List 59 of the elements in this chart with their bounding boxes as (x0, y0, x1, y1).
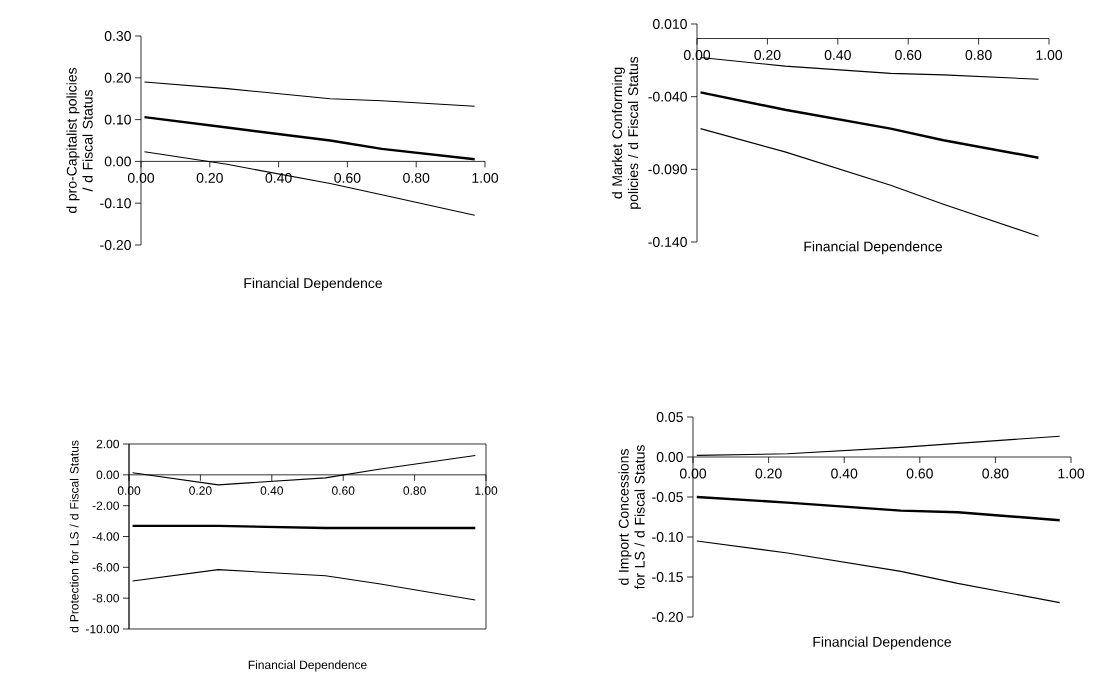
y-tick-label: -2.00 (92, 501, 120, 510)
y-tick-label: -0.20 (652, 612, 683, 622)
x-tick-label: 0.40 (824, 50, 851, 60)
x-tick-label: 0.20 (754, 50, 781, 60)
y-tick-label: -0.20 (100, 240, 131, 250)
y-tick-label: -0.10 (100, 198, 131, 209)
y-tick-label: 2.00 (96, 439, 120, 449)
x-tick-label: 0.80 (403, 486, 426, 495)
x-tick-label: 0.60 (332, 486, 355, 495)
y-tick-label: 0.10 (104, 114, 131, 125)
x-tick-label: 0.60 (906, 468, 933, 479)
line-series (699, 128, 1039, 237)
x-tick-label: 1.00 (472, 172, 499, 183)
y-axis-title: d pro-Capitalist policies / d Fiscal Status (66, 67, 93, 214)
x-tick-label: 0.20 (755, 468, 782, 479)
x-axis-title: Financial Dependence (248, 660, 367, 672)
y-tick-label: -10.00 (85, 624, 119, 634)
x-tick-label: 0.60 (334, 172, 361, 183)
x-axis-title: Financial Dependence (813, 636, 952, 650)
y-tick-label: -8.00 (92, 593, 120, 603)
y-tick-label: -0.15 (652, 572, 683, 582)
y-tick-label: 0.00 (104, 156, 131, 167)
y-tick-label: -6.00 (92, 563, 120, 572)
x-tick-label: 1.00 (1058, 468, 1085, 479)
x-axis-title: Financial Dependence (244, 277, 382, 291)
x-tick-label: 0.40 (265, 172, 292, 183)
x-tick-label: 0.40 (831, 468, 858, 479)
x-tick-label: 0.20 (189, 486, 212, 495)
y-tick-label: -0.10 (652, 532, 683, 542)
y-tick-label: -4.00 (92, 532, 120, 541)
y-axis-title: d Market Conforming policies / d Fiscal Status (611, 56, 641, 209)
line-series (143, 81, 476, 107)
y-axis-title: d Protection for LS / d Fiscal Status (69, 440, 79, 633)
x-tick-label: 1.00 (475, 486, 498, 495)
x-tick-label: 0.20 (196, 172, 223, 183)
y-axis-title: d Import Concessions for LS / d Fiscal Status (618, 445, 645, 590)
x-tick-label: 0.80 (403, 172, 430, 183)
line-series (699, 91, 1040, 159)
y-tick-label: 0.30 (104, 31, 131, 41)
line-series (695, 495, 1061, 522)
x-tick-label: 0.60 (895, 50, 922, 60)
x-tick-label: 1.00 (1036, 50, 1063, 60)
line-series (696, 540, 1061, 604)
y-tick-label: 0.00 (656, 452, 683, 462)
line-series (132, 569, 476, 601)
x-tick-label: 0.40 (260, 486, 284, 495)
x-axis-title: Financial Dependence (804, 241, 942, 255)
x-tick-label: 0.80 (965, 50, 992, 60)
y-tick-label: -0.040 (648, 91, 687, 102)
y-tick-label: 0.05 (656, 412, 683, 422)
y-tick-label: -0.140 (648, 237, 687, 247)
y-tick-label: 0.010 (652, 19, 687, 29)
x-tick-label: 0.80 (982, 468, 1009, 479)
y-tick-label: -0.090 (648, 164, 687, 175)
x-tick-label: 0.00 (683, 50, 711, 60)
y-tick-label: -0.05 (652, 492, 683, 502)
x-tick-label: 0.00 (127, 172, 155, 183)
x-tick-label: 0.00 (679, 468, 707, 479)
y-tick-label: 0.20 (104, 72, 131, 83)
